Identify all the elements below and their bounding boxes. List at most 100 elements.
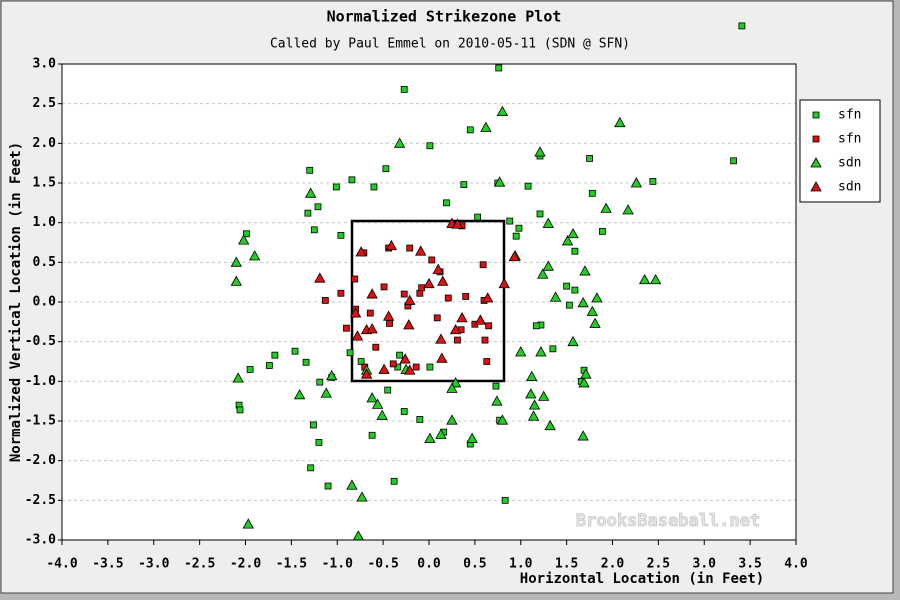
square-point xyxy=(372,343,380,351)
legend-swatch xyxy=(812,135,820,143)
x-tick-label: 4.0 xyxy=(784,557,808,572)
square-point xyxy=(236,406,244,414)
triangle-point xyxy=(577,430,589,441)
square-point xyxy=(512,232,520,240)
triangle-point xyxy=(622,204,634,215)
x-tick-label: -2.5 xyxy=(184,557,215,572)
square-point xyxy=(649,178,657,185)
triangle-point xyxy=(449,323,462,335)
triangle-point xyxy=(493,176,506,187)
chart-subtitle: Called by Paul Emmel on 2010-05-11 (SDN … xyxy=(270,37,630,52)
y-tick-label: 0.0 xyxy=(33,295,57,310)
square-point xyxy=(390,477,398,485)
triangle-point xyxy=(437,275,449,286)
triangle-point xyxy=(578,377,590,388)
square-point xyxy=(515,224,523,232)
triangle-point xyxy=(496,414,509,425)
square-point xyxy=(474,213,482,221)
triangle-point xyxy=(591,292,603,303)
triangle-point xyxy=(527,410,540,421)
triangle-point xyxy=(580,368,592,379)
legend-swatch xyxy=(810,181,822,192)
triangle-point xyxy=(544,419,556,431)
triangle-point xyxy=(376,409,388,420)
square-point xyxy=(357,358,365,365)
square-point xyxy=(243,230,250,238)
legend-label: sfn xyxy=(838,108,861,123)
triangle-point xyxy=(446,414,458,425)
triangle-point xyxy=(542,260,554,271)
triangle-point xyxy=(248,250,261,261)
legend-swatch xyxy=(810,157,822,168)
triangle-point xyxy=(549,291,562,302)
triangle-point xyxy=(326,369,338,381)
triangle-point xyxy=(403,319,415,330)
triangle-point xyxy=(482,292,494,303)
square-point xyxy=(571,286,579,294)
triangle-point xyxy=(424,432,436,443)
square-point xyxy=(314,203,322,211)
square-point xyxy=(370,183,378,191)
y-tick-label: 2.0 xyxy=(33,136,57,151)
x-tick-label: -0.5 xyxy=(367,557,398,572)
square-point xyxy=(532,322,540,330)
triangle-point xyxy=(528,399,541,410)
square-point xyxy=(386,320,393,327)
square-point xyxy=(315,439,323,446)
triangle-point xyxy=(649,273,662,285)
triangle-point xyxy=(491,395,503,406)
square-point xyxy=(302,358,310,366)
triangle-point xyxy=(382,310,395,321)
x-tick-label: -4.0 xyxy=(46,557,77,572)
triangle-point xyxy=(496,105,509,116)
square-point xyxy=(563,282,571,290)
triangle-point xyxy=(371,398,384,409)
triangle-point xyxy=(586,305,598,316)
square-point xyxy=(536,210,544,218)
x-tick-label: -2.0 xyxy=(230,557,261,572)
triangle-point xyxy=(237,234,250,245)
y-tick-label: -2.5 xyxy=(25,493,56,508)
square-point xyxy=(433,314,441,322)
square-point xyxy=(492,382,500,390)
square-point xyxy=(586,155,593,162)
square-point xyxy=(324,482,332,490)
square-point xyxy=(485,322,493,330)
x-tick-label: 1.5 xyxy=(555,557,578,572)
triangle-point xyxy=(393,137,406,148)
legend: sfn sfn sdn sdn xyxy=(799,99,881,203)
y-tick-label: -1.0 xyxy=(25,374,56,389)
square-point xyxy=(483,358,491,365)
triangle-point xyxy=(399,353,411,364)
triangle-point xyxy=(449,377,462,388)
square-point xyxy=(337,289,345,297)
triangle-point xyxy=(567,227,579,239)
triangle-point xyxy=(360,368,373,379)
square-point xyxy=(738,22,746,30)
triangle-point xyxy=(577,296,589,308)
square-point xyxy=(454,336,461,344)
x-tick-label: 2.0 xyxy=(601,557,625,572)
square-point xyxy=(332,183,340,191)
square-point xyxy=(416,416,424,423)
triangle-point xyxy=(535,346,547,357)
x-tick-label: -1.0 xyxy=(322,557,353,572)
triangle-point xyxy=(466,432,478,443)
square-point xyxy=(307,464,315,472)
triangle-point xyxy=(378,363,390,374)
triangle-point xyxy=(498,277,510,289)
y-tick-label: 1.0 xyxy=(33,215,57,230)
square-point xyxy=(346,349,354,357)
square-point xyxy=(416,289,424,297)
square-point xyxy=(400,408,408,415)
triangle-point xyxy=(366,323,378,334)
triangle-point xyxy=(432,263,444,274)
triangle-point xyxy=(404,364,416,375)
y-tick-label: -3.0 xyxy=(25,533,56,548)
y-axis-label: Normalized Vertical Location (in Feet) xyxy=(8,142,24,462)
triangle-point xyxy=(526,370,538,381)
square-point xyxy=(571,247,579,255)
square-point xyxy=(412,363,420,371)
triangle-point xyxy=(314,272,326,283)
